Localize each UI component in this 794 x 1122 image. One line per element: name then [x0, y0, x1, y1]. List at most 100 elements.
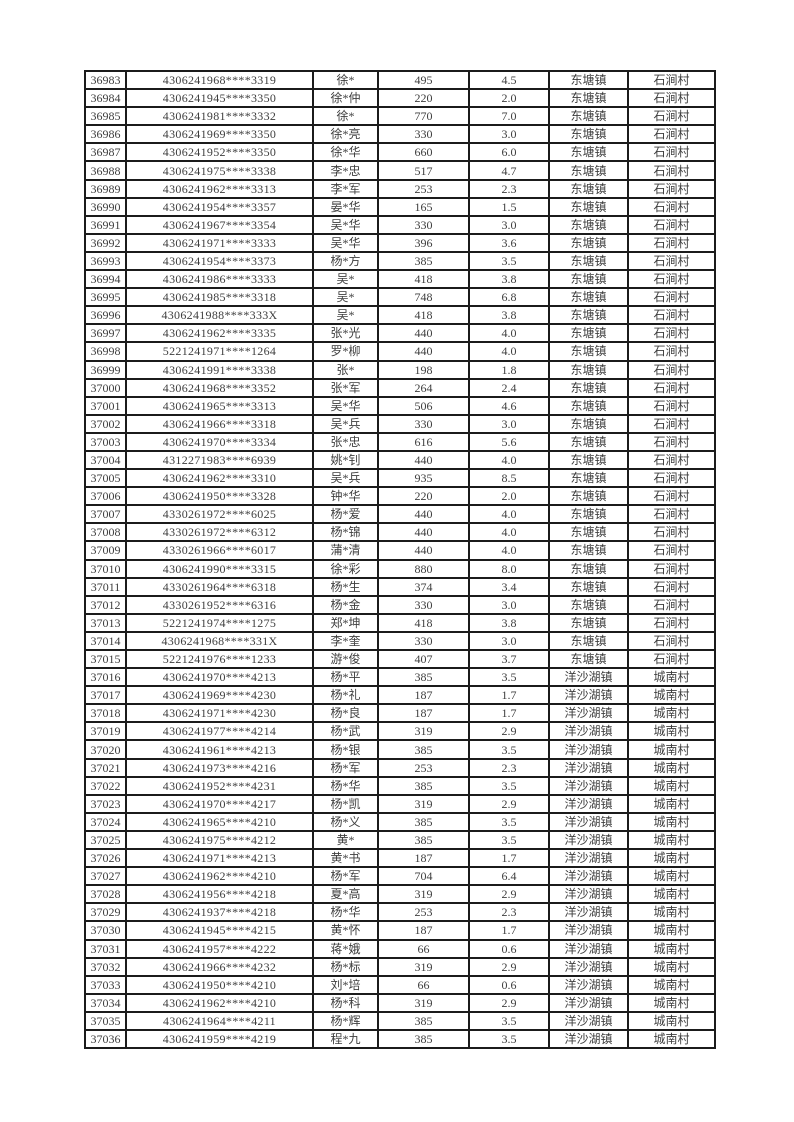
cell-village: 石涧村: [627, 630, 716, 652]
cell-seq: 36985: [84, 106, 127, 127]
cell-village: 城南村: [627, 902, 716, 923]
cell-town: 东塘镇: [548, 160, 629, 181]
table-row: 37021 4306241973****4216 杨*军 253 2.3 洋沙湖镇 城南村: [84, 757, 716, 778]
cell-amount: 385: [377, 775, 470, 796]
cell-town: 洋沙湖镇: [548, 721, 629, 742]
cell-town: 洋沙湖镇: [548, 775, 629, 796]
cell-village: 石涧村: [627, 69, 716, 91]
cell-seq: 37014: [84, 630, 127, 652]
table-row: 36985 4306241981****3332 徐* 770 7.0 东塘镇 石涧村: [84, 106, 716, 127]
cell-id-number: 4306241956****4218: [125, 884, 314, 905]
cell-town: 东塘镇: [548, 341, 629, 362]
cell-name: 杨*金: [312, 594, 379, 615]
cell-area: 4.0: [468, 323, 550, 344]
cell-area: 4.0: [468, 540, 550, 561]
cell-id-number: 4306241985****3318: [125, 287, 314, 308]
cell-seq: 37007: [84, 504, 127, 525]
table-row: 37015 5221241976****1233 游*俊 407 3.7 东塘镇 石涧村: [84, 648, 716, 670]
cell-name: 杨*辉: [312, 1010, 379, 1031]
cell-id-number: 4306241981****3332: [125, 106, 314, 127]
cell-name: 吴*: [312, 269, 379, 290]
cell-area: 4.0: [468, 522, 550, 543]
cell-town: 东塘镇: [548, 377, 629, 398]
cell-amount: 187: [377, 920, 470, 941]
cell-name: 夏*高: [312, 884, 379, 905]
cell-town: 洋沙湖镇: [548, 1010, 629, 1031]
cell-id-number: 4306241937****4218: [125, 902, 314, 923]
cell-town: 洋沙湖镇: [548, 848, 629, 869]
cell-seq: 37030: [84, 920, 127, 941]
cell-amount: 660: [377, 142, 470, 163]
cell-seq: 37029: [84, 902, 127, 923]
cell-town: 东塘镇: [548, 486, 629, 507]
cell-amount: 374: [377, 576, 470, 597]
cell-village: 石涧村: [627, 504, 716, 525]
cell-town: 东塘镇: [548, 196, 629, 217]
table-row: 37004 4312271983****6939 姚*钊 440 4.0 东塘镇 石涧村: [84, 449, 716, 471]
cell-town: 东塘镇: [548, 323, 629, 344]
cell-seq: 36993: [84, 250, 127, 272]
table-row: 37001 4306241965****3313 吴*华 506 4.6 东塘镇 石涧村: [84, 395, 716, 416]
cell-seq: 37010: [84, 558, 127, 579]
cell-area: 8.5: [468, 468, 550, 489]
cell-amount: 220: [377, 88, 470, 109]
cell-town: 洋沙湖镇: [548, 685, 629, 706]
cell-seq: 37002: [84, 413, 127, 434]
cell-id-number: 4306241977****4214: [125, 721, 314, 742]
cell-seq: 36991: [84, 214, 127, 235]
cell-area: 2.9: [468, 992, 550, 1013]
table-row: 37030 4306241945****4215 黄*怀 187 1.7 洋沙湖镇 城南村: [84, 920, 716, 941]
cell-area: 4.5: [468, 69, 550, 91]
cell-area: 1.7: [468, 685, 550, 706]
cell-village: 城南村: [627, 974, 716, 995]
cell-amount: 748: [377, 287, 470, 308]
cell-seq: 36989: [84, 178, 127, 199]
cell-amount: 253: [377, 757, 470, 778]
cell-seq: 37009: [84, 540, 127, 561]
cell-area: 3.5: [468, 1028, 550, 1050]
cell-amount: 319: [377, 793, 470, 814]
cell-town: 东塘镇: [548, 287, 629, 308]
cell-name: 杨*华: [312, 902, 379, 923]
cell-name: 杨*凯: [312, 793, 379, 814]
cell-area: 3.5: [468, 739, 550, 760]
cell-amount: 935: [377, 468, 470, 489]
cell-village: 城南村: [627, 956, 716, 977]
cell-name: 罗*柳: [312, 341, 379, 362]
cell-amount: 187: [377, 685, 470, 706]
cell-id-number: 4306241968****3352: [125, 377, 314, 398]
table-row: 36995 4306241985****3318 吴* 748 6.8 东塘镇 石涧村: [84, 287, 716, 308]
table-row: 37007 4330261972****6025 杨*爱 440 4.0 东塘镇 石涧村: [84, 504, 716, 525]
cell-village: 石涧村: [627, 269, 716, 290]
cell-seq: 37023: [84, 793, 127, 814]
cell-id-number: 4330261966****6017: [125, 540, 314, 561]
table-row: 37012 4330261952****6316 杨*金 330 3.0 东塘镇 石涧村: [84, 594, 716, 615]
cell-area: 3.8: [468, 612, 550, 633]
cell-area: 2.9: [468, 793, 550, 814]
cell-id-number: 4306241962****4210: [125, 866, 314, 887]
cell-id-number: 4306241973****4216: [125, 757, 314, 778]
cell-name: 晏*华: [312, 196, 379, 217]
table-row: 37022 4306241952****4231 杨*华 385 3.5 洋沙湖镇 城南村: [84, 775, 716, 796]
cell-seq: 36984: [84, 88, 127, 109]
cell-name: 刘*培: [312, 974, 379, 995]
cell-name: 李*军: [312, 178, 379, 199]
cell-name: 吴*华: [312, 232, 379, 253]
cell-village: 石涧村: [627, 413, 716, 434]
cell-area: 6.4: [468, 866, 550, 887]
cell-amount: 418: [377, 612, 470, 633]
cell-amount: 165: [377, 196, 470, 217]
cell-name: 杨*礼: [312, 685, 379, 706]
cell-amount: 385: [377, 1010, 470, 1031]
table-row: 37014 4306241968****331X 李*奎 330 3.0 东塘镇 石涧村: [84, 630, 716, 652]
cell-amount: 418: [377, 269, 470, 290]
cell-id-number: 4306241954****3357: [125, 196, 314, 217]
cell-town: 洋沙湖镇: [548, 956, 629, 977]
cell-town: 东塘镇: [548, 250, 629, 272]
cell-village: 城南村: [627, 775, 716, 796]
cell-name: 李*奎: [312, 630, 379, 652]
cell-id-number: 4306241971****4213: [125, 848, 314, 869]
cell-village: 石涧村: [627, 449, 716, 471]
cell-name: 游*俊: [312, 648, 379, 670]
cell-id-number: 4306241962****4210: [125, 992, 314, 1013]
